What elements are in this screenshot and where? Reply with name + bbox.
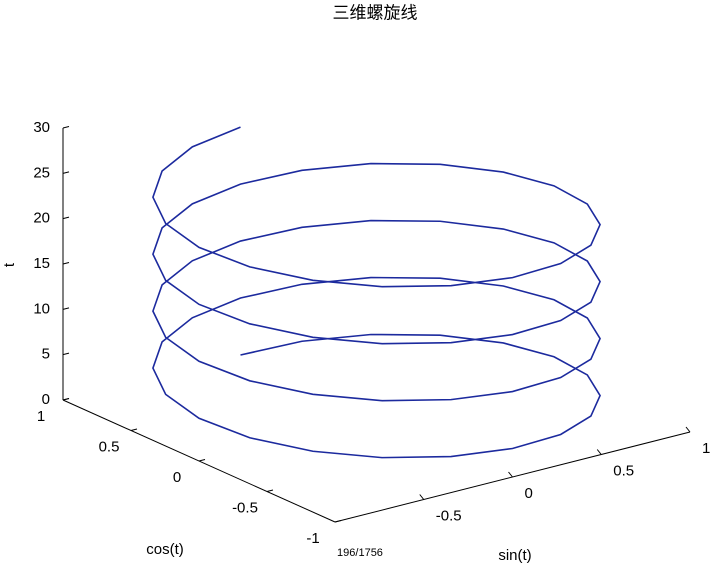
y-tick (334, 520, 342, 523)
y-tick (198, 459, 206, 462)
x-tick-label: 0.5 (613, 462, 634, 479)
y-tick-label: 0 (173, 469, 181, 486)
z-tick-label: 10 (33, 300, 50, 317)
y-tick (62, 398, 70, 401)
z-tick-label: 0 (42, 391, 50, 408)
helix-line (152, 126, 601, 459)
x-tick-label: 0 (525, 485, 533, 502)
z-tick (62, 216, 70, 220)
z-tick (62, 262, 70, 265)
z-tick (62, 126, 70, 129)
x-tick-label: -0.5 (436, 507, 462, 524)
x-tick-label: 1 (702, 440, 710, 457)
z-tick-label: 30 (33, 119, 50, 136)
x-tick (685, 426, 691, 433)
z-axis-label: t (1, 262, 18, 267)
y-axis-label: cos(t) (146, 541, 184, 558)
z-tick (62, 307, 70, 310)
y-tick-label: -1 (306, 530, 319, 547)
z-tick-label: 5 (42, 346, 50, 363)
z-tick (62, 352, 70, 356)
z-tick-label: 25 (33, 164, 50, 181)
y-tick (130, 428, 138, 431)
page-counter: 196/1756 (337, 547, 383, 559)
z-tick-label: 20 (33, 210, 50, 227)
chart-title: 三维螺旋线 (333, 3, 418, 22)
y-tick-label: -0.5 (232, 499, 258, 516)
y-tick (266, 489, 274, 492)
x-tick (508, 471, 513, 478)
z-tick-label: 15 (33, 255, 50, 272)
y-tick-label: 0.5 (99, 438, 120, 455)
x-tick (596, 449, 602, 455)
x-axis-label: sin(t) (498, 547, 531, 564)
y-tick-label: 1 (37, 408, 45, 425)
x-tick (419, 494, 425, 500)
z-tick (62, 171, 70, 174)
